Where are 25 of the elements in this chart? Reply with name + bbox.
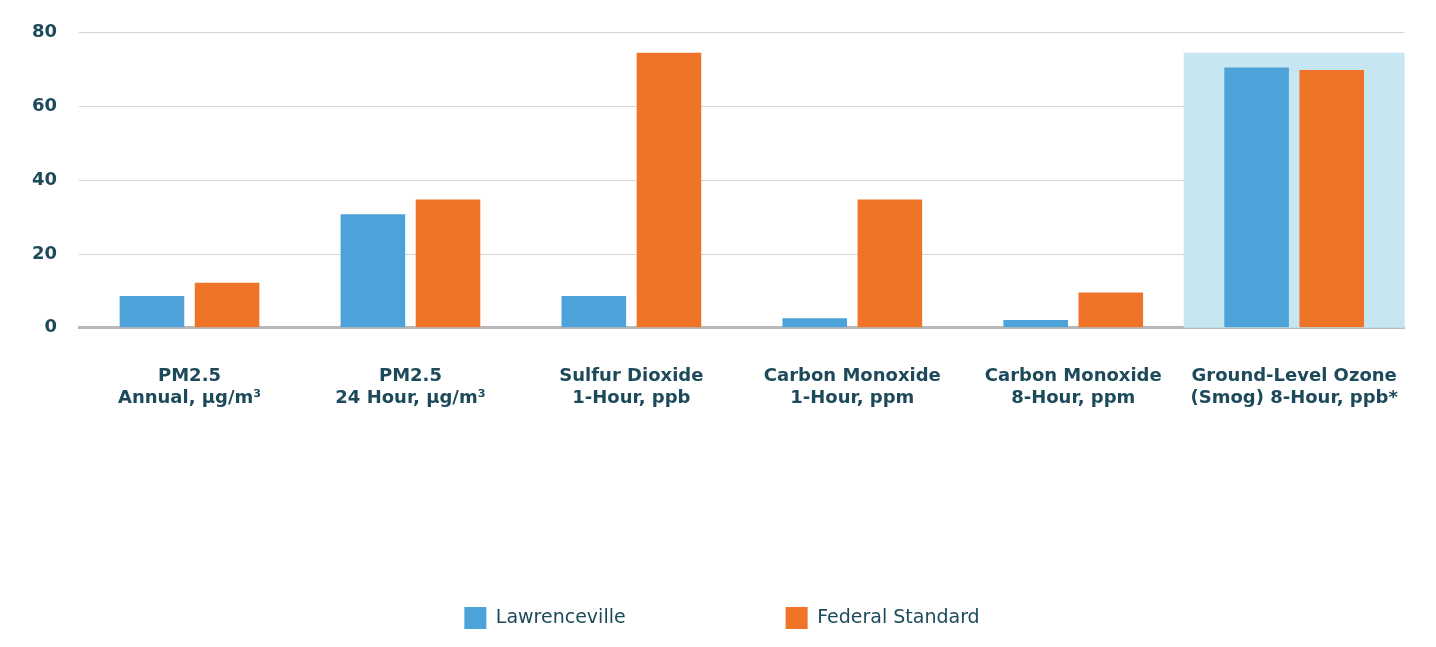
bar	[119, 296, 185, 328]
y-tick-label: 80	[31, 20, 58, 42]
x-tick-label: PM2.5 Annual, µg/m³	[117, 364, 262, 407]
y-tick-label: 60	[31, 94, 58, 116]
bar	[415, 199, 481, 328]
bar	[857, 199, 923, 328]
x-tick-label: Carbon Monoxide 8-Hour, ppm	[984, 364, 1162, 407]
x-tick-label: PM2.5 24 Hour, µg/m³	[335, 364, 486, 407]
bar	[636, 52, 702, 328]
legend-label: Lawrenceville	[495, 604, 626, 627]
x-tick-label: Ground-Level Ozone (Smog) 8-Hour, ppb*	[1190, 364, 1399, 407]
bar	[561, 296, 627, 328]
bar	[340, 214, 406, 328]
x-tick-label: Carbon Monoxide 1-Hour, ppm	[763, 364, 941, 407]
y-tick-label: 0	[44, 315, 58, 337]
bar	[1224, 67, 1289, 328]
x-tick-label: Sulfur Dioxide 1-Hour, ppb	[559, 364, 704, 407]
y-tick-label: 20	[31, 241, 58, 263]
bar	[1078, 292, 1144, 328]
legend-label: Federal Standard	[817, 604, 980, 627]
y-tick-label: 40	[31, 167, 58, 189]
bar	[1299, 70, 1365, 328]
bar	[194, 282, 260, 328]
bar	[1003, 320, 1068, 328]
bar	[782, 318, 848, 328]
